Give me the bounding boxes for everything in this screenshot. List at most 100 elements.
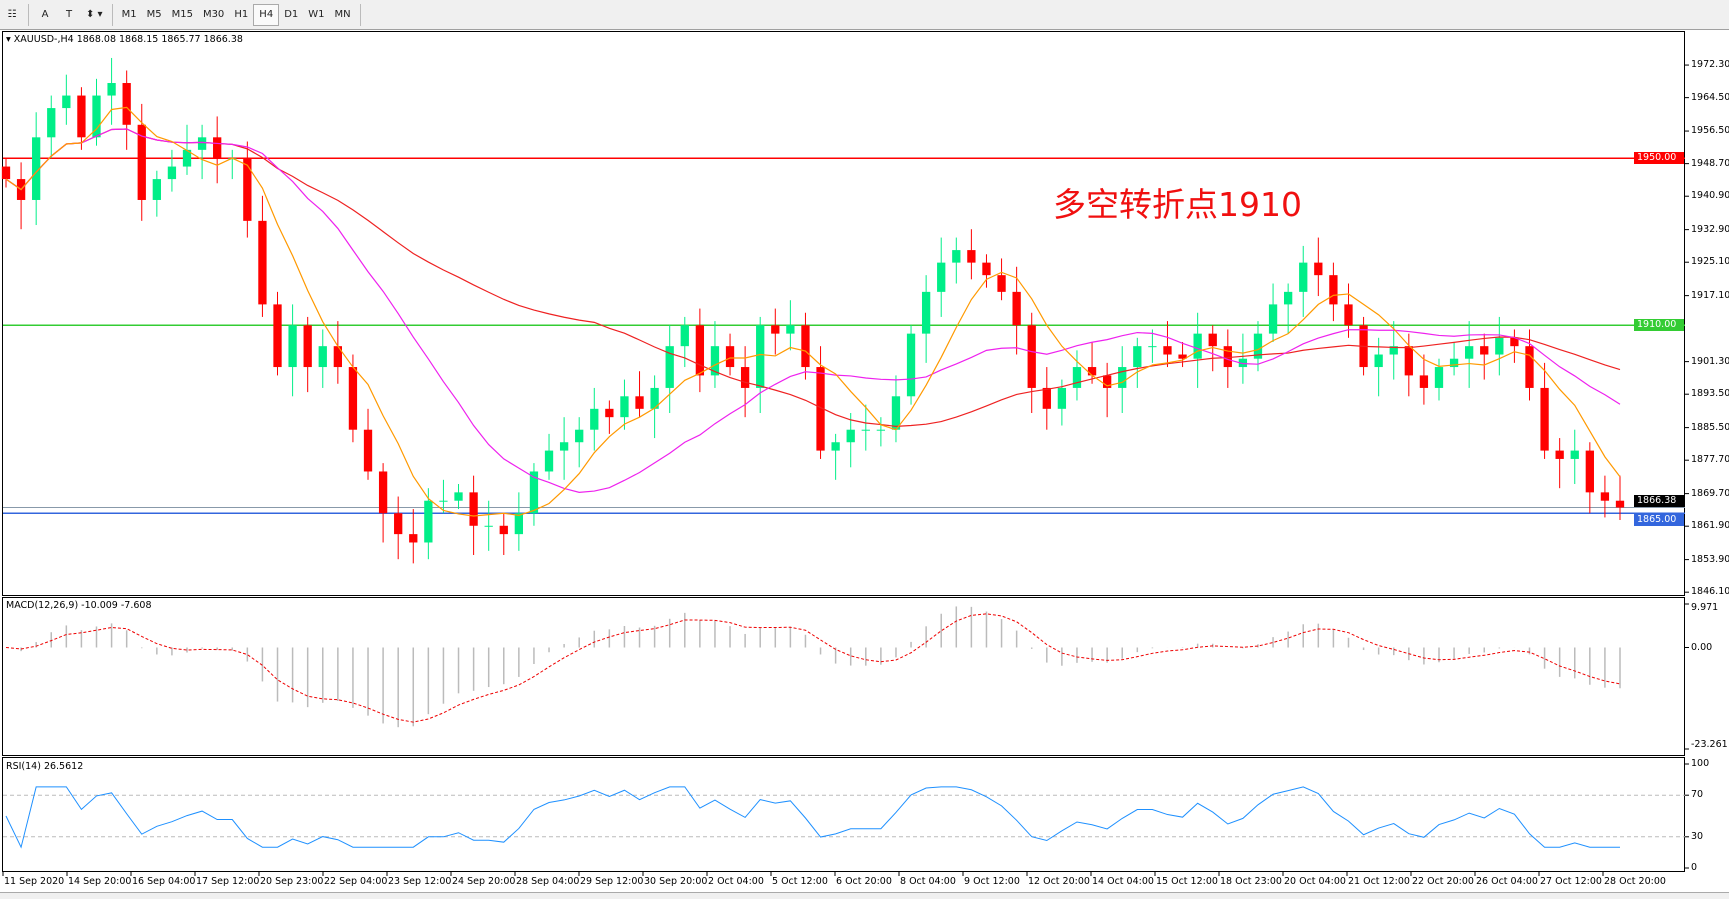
candle-bull <box>152 179 161 200</box>
time-tick-label: 29 Sep 12:00 <box>580 876 644 887</box>
candle-bear <box>499 525 508 535</box>
candle-bear <box>348 367 358 430</box>
time-tick-label: 8 Oct 04:00 <box>900 876 956 887</box>
candle-bull <box>665 346 674 388</box>
candle-bear <box>1555 450 1564 459</box>
timeframe-m30[interactable]: M30 <box>202 9 225 20</box>
candle-bull <box>1057 387 1067 409</box>
price-tick-label: 1925.10 <box>1691 256 1729 268</box>
candle-bull <box>529 471 539 514</box>
candle-bull <box>861 429 870 431</box>
candle-bull <box>575 429 584 443</box>
candle-bear <box>77 95 86 138</box>
candle-bear <box>333 346 342 368</box>
candle-bear <box>273 304 282 368</box>
candle-bull <box>544 450 554 472</box>
candle-bull <box>680 325 689 347</box>
candle-bull <box>32 137 41 200</box>
price-tick-label: 1885.50 <box>1691 421 1729 433</box>
candle-bull <box>107 83 116 96</box>
price-tick-label: 1964.50 <box>1691 91 1729 103</box>
timeframe-w1[interactable]: W1 <box>308 9 325 20</box>
timeframe-mn[interactable]: MN <box>334 9 351 20</box>
price-tick-label: 1956.50 <box>1691 125 1729 137</box>
time-tick-label: 30 Sep 20:00 <box>644 876 708 887</box>
time-tick-label: 18 Oct 23:00 <box>1220 876 1282 887</box>
candle-bull <box>559 442 569 451</box>
candle-bear <box>1404 346 1413 376</box>
level-price-label: 1950.00 <box>1634 152 1684 165</box>
candle-bull <box>846 429 855 443</box>
candle-bull <box>876 429 886 431</box>
candle-bull <box>1118 367 1127 388</box>
rsi-axis-label: 30 <box>1691 830 1704 842</box>
candle-bear <box>303 325 312 368</box>
candle-bull <box>1465 346 1474 359</box>
candle-bear <box>469 492 478 526</box>
candle-bear <box>740 367 750 388</box>
timeframe-h4[interactable]: H4 <box>253 3 280 26</box>
candle-bear <box>967 250 976 263</box>
time-tick-label: 22 Oct 20:00 <box>1412 876 1474 887</box>
candle-bear <box>1012 291 1021 326</box>
candle-bear <box>605 408 614 418</box>
candle-bull <box>62 95 71 109</box>
rsi-axis-label: 100 <box>1691 758 1710 769</box>
macd-pane[interactable] <box>2 597 1685 756</box>
timeframe-d1[interactable]: D1 <box>284 9 299 20</box>
candle-bear <box>363 429 373 472</box>
candle-bear <box>1314 262 1323 276</box>
price-tick-label: 1893.50 <box>1691 388 1729 400</box>
price-tick-label: 1869.70 <box>1691 487 1729 499</box>
candle-bear <box>997 275 1006 292</box>
chart-tabs-bar <box>0 892 1729 899</box>
time-tick-label: 9 Oct 12:00 <box>964 876 1020 887</box>
timeframe-m15[interactable]: M15 <box>171 9 193 20</box>
timeframe-m5[interactable]: M5 <box>146 9 162 20</box>
candle-bear <box>1223 346 1232 368</box>
text-tool-button[interactable]: A <box>41 9 49 20</box>
time-tick-label: 28 Oct 20:00 <box>1604 876 1666 887</box>
candle-bear <box>771 325 780 334</box>
candle-bull <box>514 513 524 535</box>
candle-bear <box>816 367 825 451</box>
time-tick-label: 20 Sep 23:00 <box>260 876 324 887</box>
time-tick-label: 14 Sep 20:00 <box>68 876 132 887</box>
candle-bear <box>1540 387 1549 451</box>
candle-bull <box>891 396 901 430</box>
price-tick-label: 1877.70 <box>1691 454 1729 466</box>
price-pane[interactable] <box>2 31 1685 596</box>
candle-bull <box>590 408 599 430</box>
candle-bear <box>258 220 267 305</box>
line-studies-icon[interactable]: ☷ <box>7 9 17 20</box>
timeframe-m1[interactable]: M1 <box>121 9 137 20</box>
candle-bear <box>1027 325 1036 388</box>
price-tick-label: 1932.90 <box>1691 223 1729 235</box>
rsi-pane[interactable] <box>2 757 1685 872</box>
price-tick-label: 1853.90 <box>1691 553 1729 565</box>
rsi-label: RSI(14) 26.5612 <box>6 761 84 772</box>
candle-bear <box>1510 337 1519 347</box>
ma-slow-line <box>5 128 1621 427</box>
price-tick-label: 1917.10 <box>1691 289 1729 301</box>
candle-bull <box>197 137 207 150</box>
price-tick-label: 1972.30 <box>1691 59 1729 71</box>
timeframe-h1[interactable]: H1 <box>234 9 249 20</box>
arrows-tool-button[interactable]: ⬍ ▾ <box>86 9 103 20</box>
candle-bull <box>937 262 946 292</box>
time-tick-label: 12 Oct 20:00 <box>1028 876 1090 887</box>
candle-bull <box>92 95 101 138</box>
candle-bull <box>1389 346 1398 355</box>
candle-bull <box>288 325 297 368</box>
candle-bear <box>409 534 418 543</box>
candle-bear <box>1102 375 1112 388</box>
time-tick-label: 20 Oct 04:00 <box>1284 876 1346 887</box>
rsi-axis-label: 0 <box>1691 862 1698 873</box>
time-tick-label: 17 Sep 12:00 <box>196 876 260 887</box>
candle-bear <box>635 396 644 409</box>
candle-bear <box>801 325 810 368</box>
text-label-tool-button[interactable]: T <box>65 9 73 20</box>
candle-bull <box>786 325 795 334</box>
candle-bull <box>710 346 720 376</box>
